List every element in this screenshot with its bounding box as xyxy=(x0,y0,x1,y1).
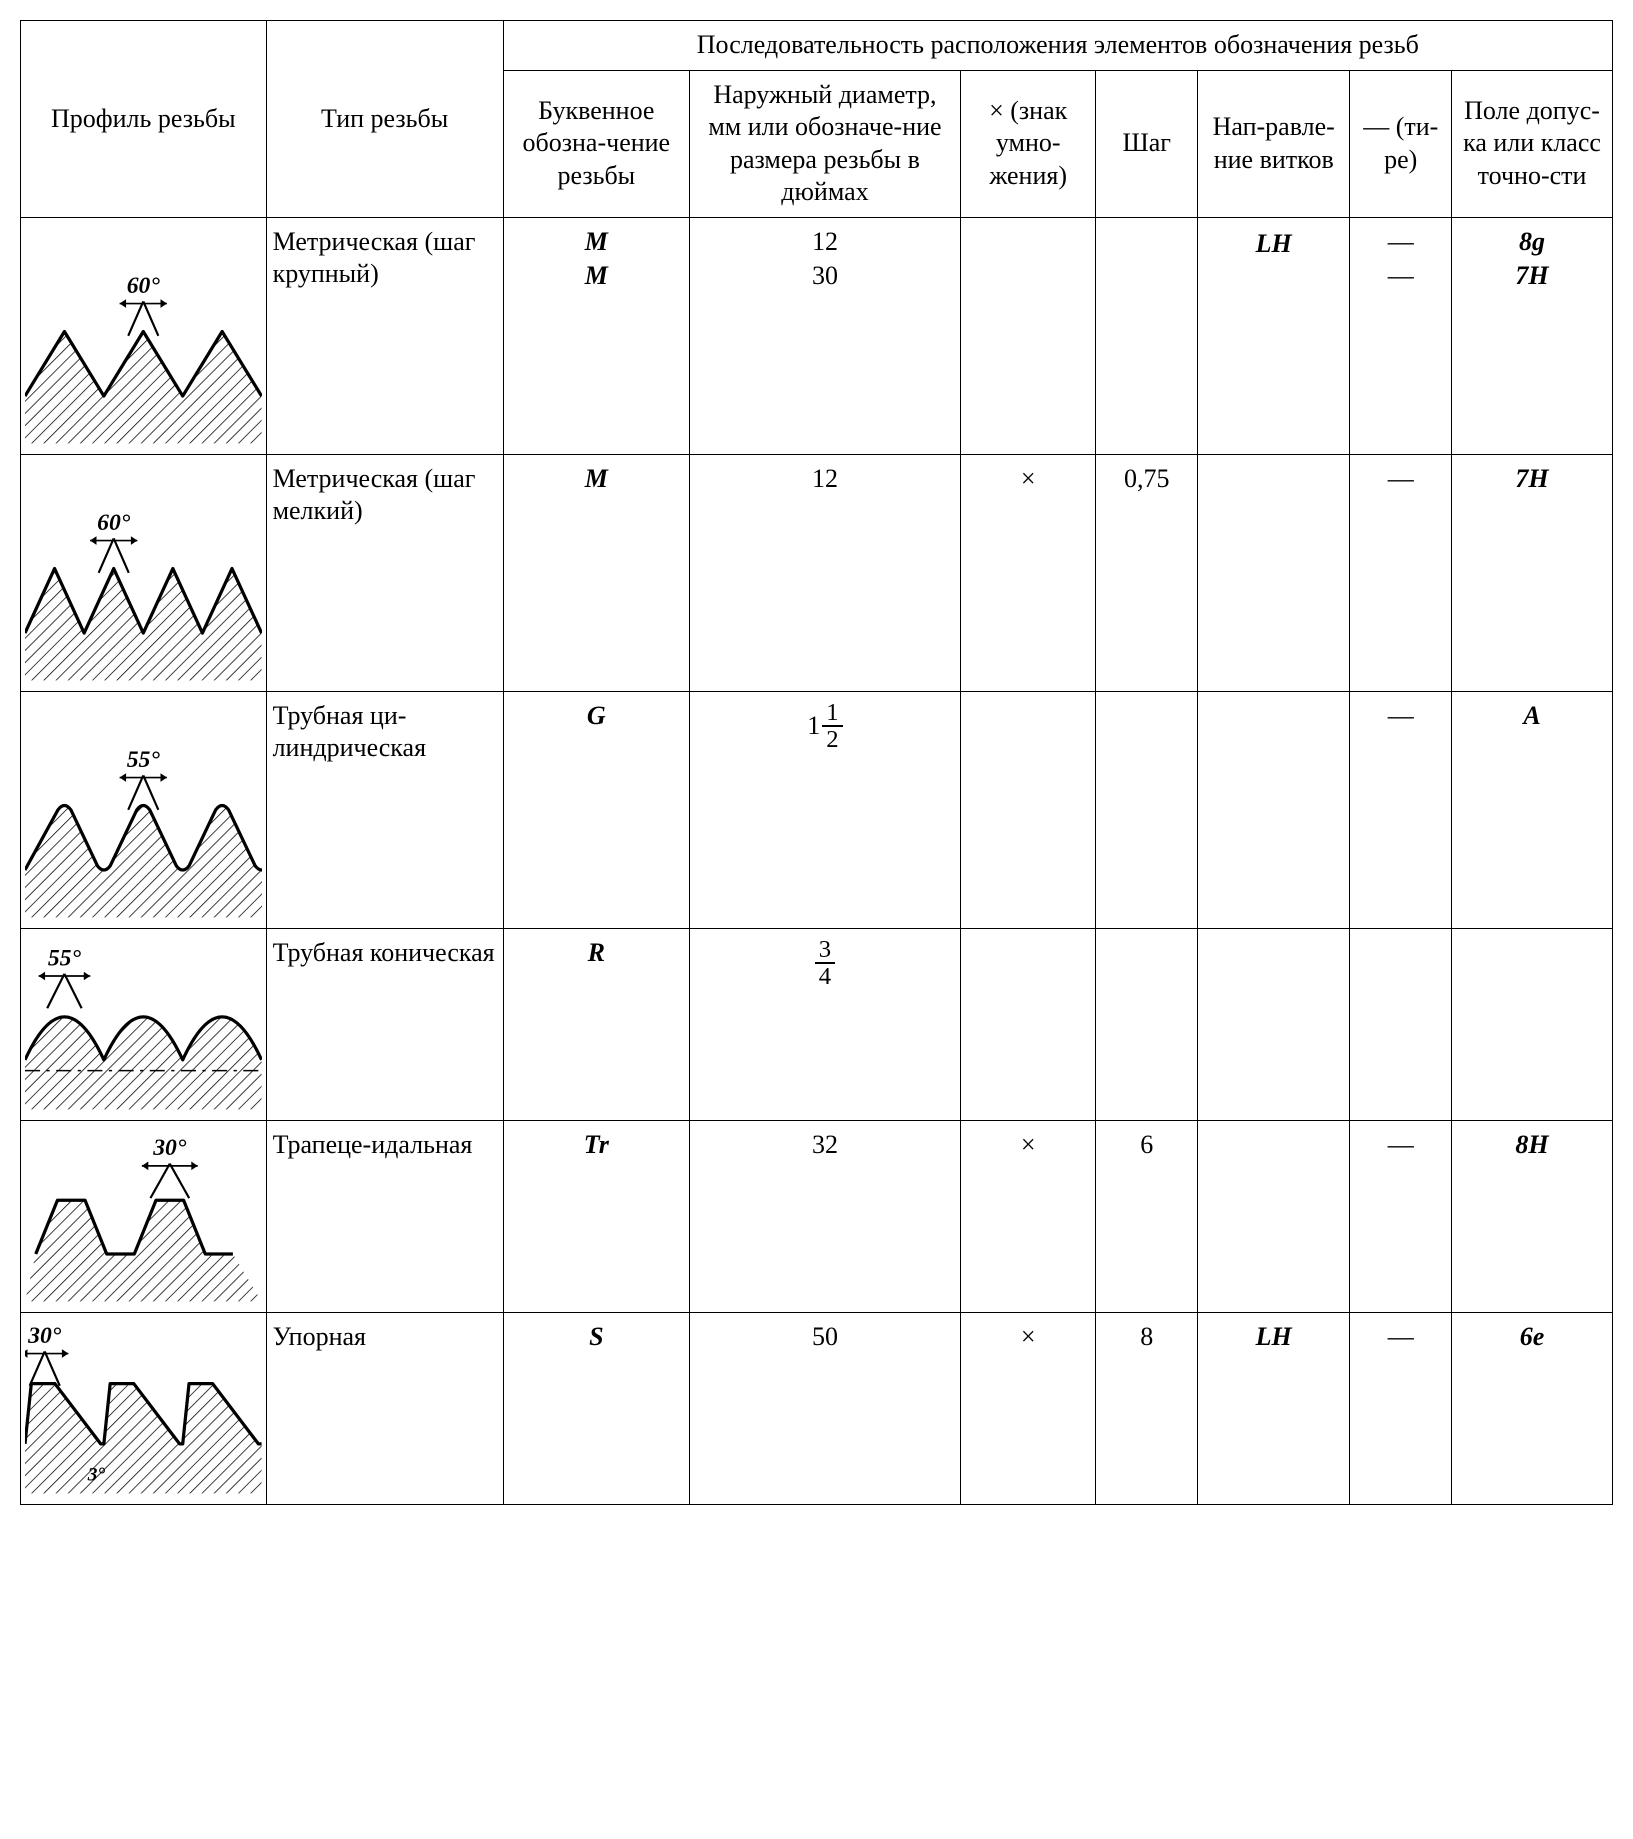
diameter-cell: 34 xyxy=(689,928,960,1120)
diameter-cell: 12 xyxy=(689,454,960,691)
direction-cell xyxy=(1198,928,1350,1120)
dash-cell: — xyxy=(1350,1120,1452,1312)
profile-cell: 55° xyxy=(21,691,267,928)
mult-cell xyxy=(960,217,1095,454)
letter-cell: MM xyxy=(503,217,689,454)
profile-cell: 30° xyxy=(21,1120,267,1312)
svg-text:3°: 3° xyxy=(87,1464,106,1485)
direction-cell xyxy=(1198,1120,1350,1312)
dash-cell xyxy=(1350,928,1452,1120)
pitch-cell: 0,75 xyxy=(1096,454,1198,691)
type-cell: Трапеце-идальная xyxy=(266,1120,503,1312)
header-letter: Буквенное обозна-чение резьбы xyxy=(503,70,689,217)
type-cell: Метрическая (шаг крупный) xyxy=(266,217,503,454)
header-pitch: Шаг xyxy=(1096,70,1198,217)
letter-cell: S xyxy=(503,1312,689,1504)
header-dash: — (ти-ре) xyxy=(1350,70,1452,217)
type-cell: Трубная ци-линдрическая xyxy=(266,691,503,928)
dash-cell: —— xyxy=(1350,217,1452,454)
mult-cell xyxy=(960,928,1095,1120)
letter-cell: M xyxy=(503,454,689,691)
mult-cell xyxy=(960,691,1095,928)
table-row: 60° Метрическая (шаг крупный)MM1230 LH——8g… xyxy=(21,217,1613,454)
tolerance-cell: 6e xyxy=(1452,1312,1613,1504)
letter-cell: R xyxy=(503,928,689,1120)
dash-cell: — xyxy=(1350,691,1452,928)
table-row: 55° Трубная ци-линдрическаяG112 —A xyxy=(21,691,1613,928)
mult-cell: × xyxy=(960,454,1095,691)
svg-text:30°: 30° xyxy=(152,1135,187,1161)
pitch-cell xyxy=(1096,691,1198,928)
tolerance-cell: 8g7H xyxy=(1452,217,1613,454)
svg-text:55°: 55° xyxy=(48,945,82,971)
tolerance-cell: 8H xyxy=(1452,1120,1613,1312)
pitch-cell xyxy=(1096,928,1198,1120)
tolerance-cell: 7H xyxy=(1452,454,1613,691)
mult-cell: × xyxy=(960,1120,1095,1312)
diameter-cell: 50 xyxy=(689,1312,960,1504)
svg-text:60°: 60° xyxy=(97,510,131,536)
header-mult: × (знак умно-жения) xyxy=(960,70,1095,217)
pitch-cell: 6 xyxy=(1096,1120,1198,1312)
diameter-cell: 1230 xyxy=(689,217,960,454)
header-direction: Нап-равле-ние витков xyxy=(1198,70,1350,217)
profile-cell: 30° 3° xyxy=(21,1312,267,1504)
dash-cell: — xyxy=(1350,454,1452,691)
mult-cell: × xyxy=(960,1312,1095,1504)
table-row: 60° Метрическая (шаг мелкий)M12×0,75 —7H xyxy=(21,454,1613,691)
table-body: 60°Метрическая (шаг крупный)MM1230LH——8g… xyxy=(21,217,1613,1504)
header-tolerance: Поле допус-ка или класс точно-сти xyxy=(1452,70,1613,217)
direction-cell: LH xyxy=(1198,217,1350,454)
profile-cell: 60° xyxy=(21,217,267,454)
pitch-cell: 8 xyxy=(1096,1312,1198,1504)
direction-cell xyxy=(1198,454,1350,691)
table-row: 30° Трапеце-идальнаяTr32×6 —8H xyxy=(21,1120,1613,1312)
table-row: 55° Трубная коническаяR34 xyxy=(21,928,1613,1120)
direction-cell xyxy=(1198,691,1350,928)
header-type: Тип резьбы xyxy=(266,21,503,218)
header-sequence: Последовательность расположения элементо… xyxy=(503,21,1612,71)
letter-cell: G xyxy=(503,691,689,928)
type-cell: Упорная xyxy=(266,1312,503,1504)
pitch-cell xyxy=(1096,217,1198,454)
dash-cell: — xyxy=(1350,1312,1452,1504)
header-profile: Профиль резьбы xyxy=(21,21,267,218)
letter-cell: Tr xyxy=(503,1120,689,1312)
type-cell: Метрическая (шаг мелкий) xyxy=(266,454,503,691)
header-diameter: Наружный диаметр, мм или обозначе-ние ра… xyxy=(689,70,960,217)
svg-text:60°: 60° xyxy=(127,273,161,299)
tolerance-cell: A xyxy=(1452,691,1613,928)
table-row: 30° 3° УпорнаяS50×8LH—6e xyxy=(21,1312,1613,1504)
diameter-cell: 32 xyxy=(689,1120,960,1312)
svg-text:55°: 55° xyxy=(127,747,161,773)
profile-cell: 55° xyxy=(21,928,267,1120)
direction-cell: LH xyxy=(1198,1312,1350,1504)
tolerance-cell xyxy=(1452,928,1613,1120)
svg-text:30°: 30° xyxy=(27,1323,62,1349)
type-cell: Трубная коническая xyxy=(266,928,503,1120)
thread-designation-table: Профиль резьбы Тип резьбы Последовательн… xyxy=(20,20,1613,1505)
diameter-cell: 112 xyxy=(689,691,960,928)
profile-cell: 60° xyxy=(21,454,267,691)
